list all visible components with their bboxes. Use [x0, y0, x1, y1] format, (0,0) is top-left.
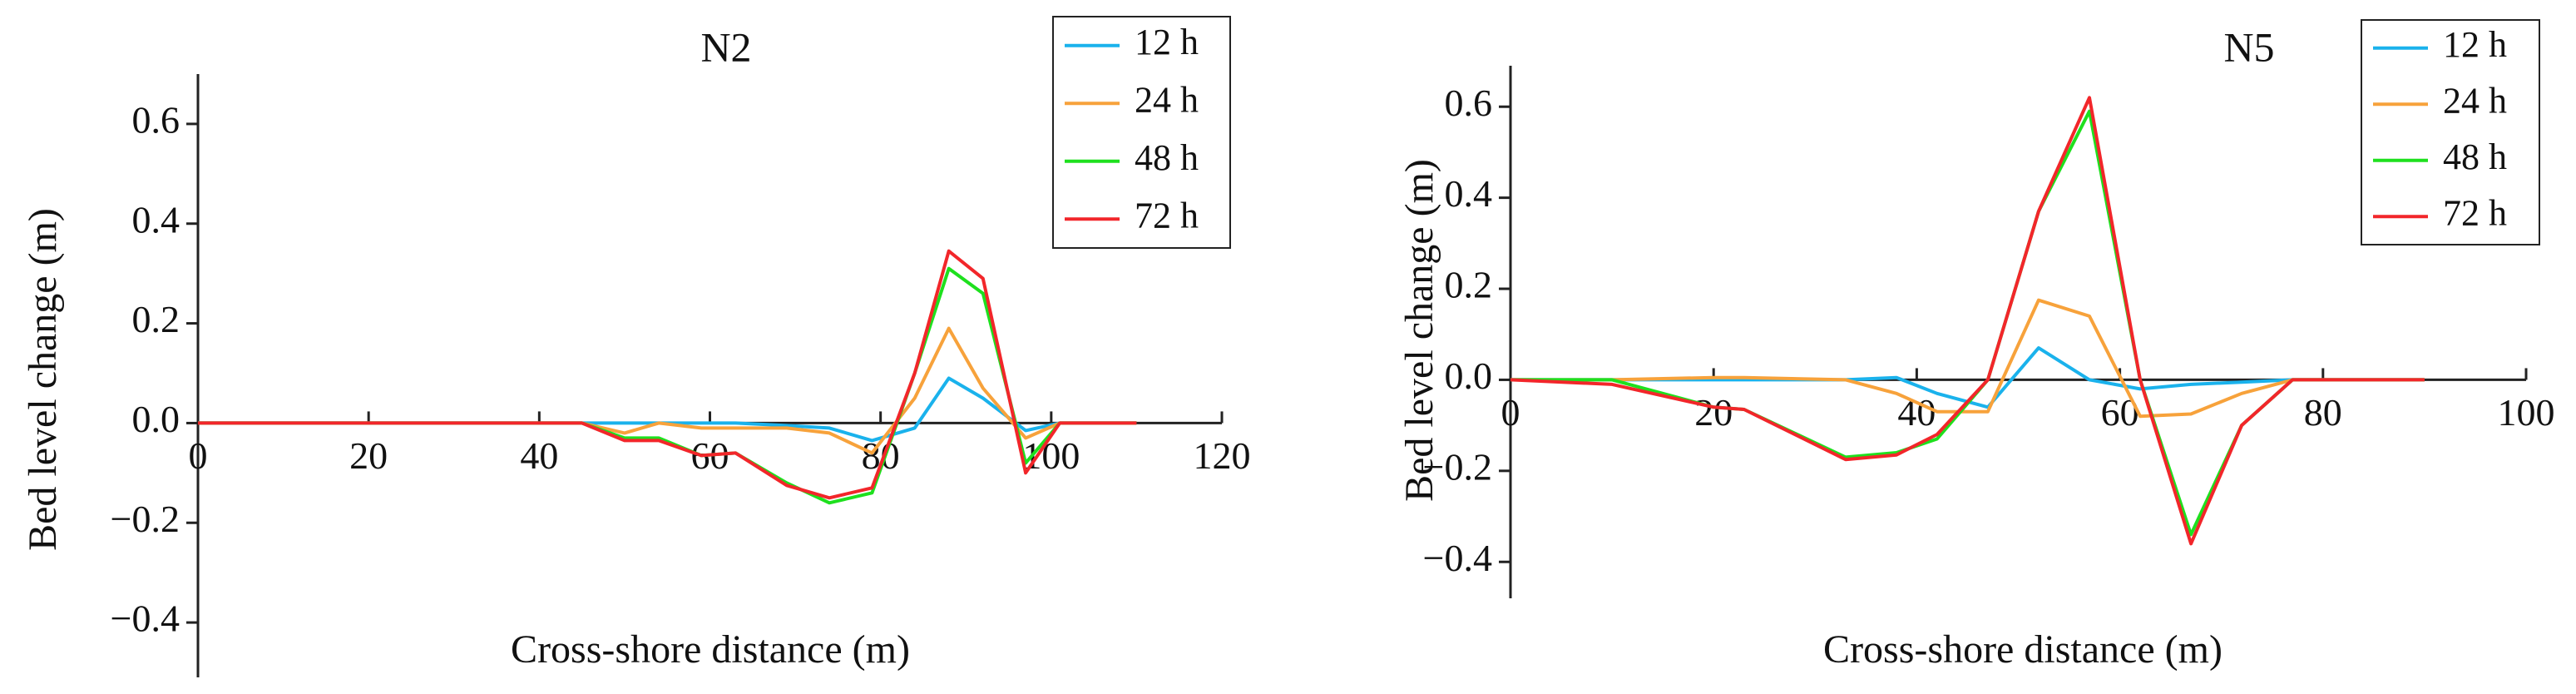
- series-line: [1510, 109, 2425, 537]
- legend-label: 12 h: [1135, 22, 1199, 62]
- series-line: [1510, 346, 2425, 409]
- x-tick-label: 60: [2101, 391, 2139, 434]
- x-tick-label: 0: [1501, 391, 1520, 434]
- legend-label: 12 h: [2443, 24, 2507, 65]
- legend-label: 72 h: [2443, 192, 2507, 233]
- y-tick-label: −0.2: [1423, 445, 1492, 488]
- y-tick-label: 0.0: [132, 398, 180, 440]
- x-tick-label: 100: [2498, 391, 2555, 434]
- x-tick-label: 80: [2304, 391, 2342, 434]
- x-axis-label: Cross-shore distance (m): [511, 627, 910, 672]
- x-tick-label: 40: [520, 434, 558, 477]
- x-axis-label: Cross-shore distance (m): [1823, 627, 2222, 672]
- y-tick-label: 0.6: [132, 98, 180, 141]
- y-tick-label: 0.2: [1445, 264, 1493, 306]
- series-line: [198, 249, 1137, 500]
- legend-label: 48 h: [1135, 137, 1199, 178]
- chart: N2 Cross-shore distance (m) Bed level chan…: [21, 16, 1251, 677]
- x-tick-label: 0: [189, 434, 208, 477]
- series-line: [198, 266, 1137, 505]
- chart: N5 Cross-shore distance (m) Bed level chan…: [1397, 19, 2555, 672]
- y-axis-label: Bed level change (m): [21, 208, 65, 551]
- legend-label: 24 h: [2443, 80, 2507, 121]
- series-line: [198, 376, 1137, 443]
- y-tick-label: 0.0: [1445, 354, 1493, 397]
- y-tick-label: −0.4: [111, 597, 180, 640]
- y-axis-label: Bed level change (m): [1397, 159, 1441, 502]
- legend-label: 24 h: [1135, 79, 1199, 120]
- y-tick-label: 0.4: [1445, 172, 1493, 215]
- legend-label: 72 h: [1135, 195, 1199, 235]
- chart-title: N2: [700, 23, 751, 70]
- legend-label: 48 h: [2443, 136, 2507, 177]
- series-line: [198, 326, 1137, 455]
- y-tick-label: −0.4: [1423, 537, 1492, 579]
- y-tick-label: 0.4: [132, 198, 180, 240]
- y-tick-label: 0.2: [132, 298, 180, 340]
- legend-box: [2361, 19, 2540, 245]
- series-line: [1510, 96, 2425, 546]
- x-tick-label: 20: [349, 434, 388, 477]
- x-tick-label: 120: [1194, 434, 1251, 477]
- series-line: [1510, 298, 2425, 419]
- legend-box: [1052, 16, 1231, 249]
- y-tick-label: −0.2: [111, 498, 180, 540]
- y-tick-label: 0.6: [1445, 82, 1493, 124]
- x-tick-label: 20: [1694, 391, 1733, 434]
- chart-title: N5: [2223, 23, 2274, 70]
